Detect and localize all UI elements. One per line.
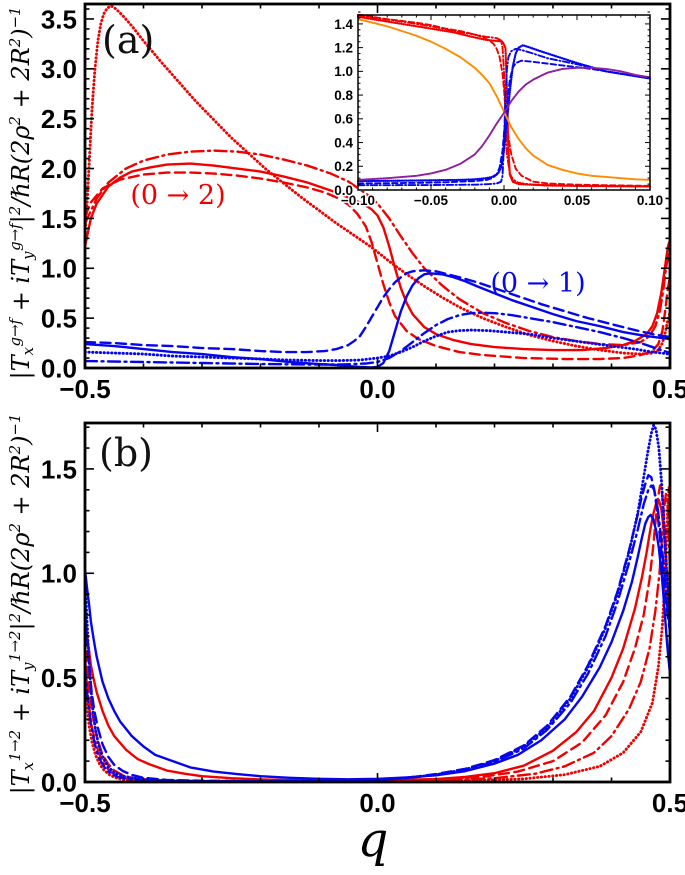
panel-b-letter: (b) [99,431,153,475]
ylabel-fragment: g→f [5,223,24,251]
tick-label: 0.0 [41,767,77,797]
ylabel-fragment: g→f [5,318,24,347]
panel_a-curve-red-solid-0to2 [84,162,671,352]
panel_a-curve-blue-solid-0to1 [84,272,671,369]
ylabel-fragment: + iT [7,670,35,730]
tick-label: −0.05 [414,193,449,208]
panel-a-y-axis-label: |Txg→f + iTyg→f|2/ℏR(2ρ2 + 2R2)−1 [1,0,41,398]
tick-label: −0.5 [59,374,110,404]
ylabel-fragment: y [19,662,38,671]
tick-label: 0.00 [491,193,517,208]
panel_a-curve-blue-dotted-0to1 [84,328,671,362]
tick-label: 1.4 [334,17,353,32]
ylabel-fragment: 2 [5,205,24,216]
panel-b-y-axis-label: |Tx1→2 + iTy1→2|2/ℏR(2ρ2 + 2R2)−1 [1,399,41,809]
ylabel-fragment: + 2R [7,454,35,524]
inset-curve-inset-blue-dotted [357,44,651,183]
annotation-0-to-1: (0 → 1) [490,268,586,299]
inset-background [357,14,651,191]
ylabel-fragment: x [19,347,38,356]
panel_a-series-group [84,4,671,369]
panel_b-frame [83,421,672,784]
ylabel-fragment: 1→2 [5,729,24,762]
panel-b-plot: −0.5 0.0 0.50.00.51.01.5 [41,421,685,818]
tick-label: 0.0 [359,374,395,404]
tick-label: 0.0 [359,788,395,818]
ylabel-fragment: 2 [5,444,24,455]
ylabel-fragment: −1 [5,6,24,29]
tick-label: 2.5 [41,104,77,134]
x-axis-label-q: q [357,812,389,868]
ylabel-fragment: |T [7,355,35,380]
tick-label: −0.5 [59,788,110,818]
panel_b-series-group [84,423,671,783]
ylabel-fragment: /ℏR(2ρ [7,125,35,206]
ylabel-fragment: |T [7,770,35,795]
tick-label: 0.05 [564,193,591,208]
panel_b-curve-red-dotted-1to2 [84,484,671,783]
ylabel-fragment: ) [7,435,35,445]
tick-label: 3.0 [41,54,77,84]
tick-label: 1.5 [41,204,77,234]
panel_b-curve-blue-dashed-1to2 [84,473,671,783]
inset-curve-inset-blue-dashed [357,59,651,185]
tick-label: −0.10 [341,193,375,208]
tick-label: 1.0 [41,559,77,589]
tick-label: 0.5 [41,303,77,333]
tick-label: 0.5 [41,663,77,693]
ylabel-fragment: /ℏR(2ρ [7,532,35,613]
panel_a-curve-blue-dashed-0to1 [84,269,671,354]
tick-label: 1.0 [41,254,77,284]
inset-series-group [357,14,651,188]
ylabel-fragment: 2 [5,523,24,533]
tick-label: 1.2 [334,40,353,55]
ylabel-fragment: y [19,251,38,260]
panel_b-curve-red-dashed-1to2 [84,484,671,783]
panel_a-curve-red-dotted-0to2 [84,4,671,356]
tick-label: 1.5 [41,454,77,484]
tick-label: 0.2 [334,159,353,174]
ylabel-fragment: + 2R [7,47,35,116]
inset-curve-inset-purple-solid [357,66,651,181]
tick-label: 0.5 [652,788,685,818]
tick-label: 3.5 [41,4,77,34]
panel_b-curve-blue-dotted-1to2 [84,423,671,783]
tick-label: 1.0 [334,64,353,79]
inset-curve-inset-blue-dashdot [357,47,651,187]
panel_b-curve-red-dashdot-1to2 [84,492,671,783]
panel_a-curve-red-dashed-0to2 [84,171,671,361]
panel_b-curve-red-solid-1to2 [84,499,671,782]
ylabel-fragment: 2 [5,37,24,48]
tick-label: 0.5 [652,374,685,404]
tick-label: 2.0 [41,154,77,184]
panel-a-plot: −0.5 0.0 0.50.00.51.01.52.02.53.03.5−0.10−… [41,2,685,404]
panel-a-letter: (a) [102,18,155,62]
ylabel-fragment: x [19,761,38,771]
ylabel-fragment: 1→2 [5,630,24,662]
tick-label: 0.0 [41,353,77,383]
ylabel-fragment: ) [7,28,35,38]
tick-label: 0.4 [334,135,353,150]
annotation-0-to-2: (0 → 2) [130,180,226,211]
tick-label: 0.6 [334,112,353,127]
inset-curve-inset-red-dashdot [357,14,651,188]
tick-label: 0.10 [637,193,663,208]
ylabel-fragment: + iT [7,259,35,319]
inset-curve-inset-red-dotted [357,15,651,188]
ylabel-fragment: 2 [5,115,24,126]
ylabel-fragment: 2 [5,612,24,623]
tick-label: 0.0 [334,183,353,198]
panel_b-curve-blue-dashdot-1to2 [84,484,671,783]
ylabel-fragment: −1 [5,413,24,436]
tick-label: 0.8 [334,88,353,103]
panel_b-curve-blue-solid-1to2 [84,513,671,781]
